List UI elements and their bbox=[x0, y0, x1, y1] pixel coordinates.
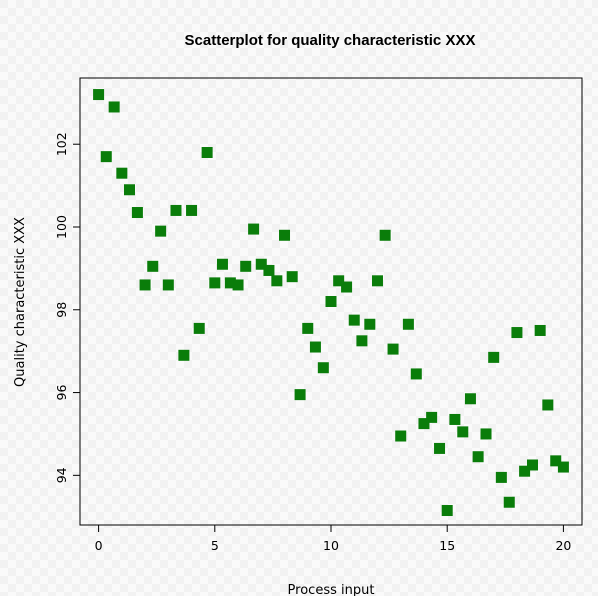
x-axis: 0 5 10 15 20 bbox=[95, 525, 571, 553]
data-point bbox=[488, 351, 500, 363]
data-point bbox=[224, 277, 236, 289]
data-point bbox=[371, 275, 383, 287]
data-point bbox=[387, 343, 399, 355]
x-tick-label: 15 bbox=[439, 538, 455, 553]
data-point bbox=[178, 349, 190, 361]
data-point bbox=[294, 389, 306, 401]
data-point bbox=[286, 271, 298, 283]
data-point bbox=[379, 229, 391, 241]
data-point bbox=[395, 430, 407, 442]
data-point bbox=[495, 471, 507, 483]
x-tick-label: 20 bbox=[555, 538, 571, 553]
data-point bbox=[155, 225, 167, 237]
data-point bbox=[557, 461, 569, 473]
data-point bbox=[263, 264, 275, 276]
data-point bbox=[93, 89, 105, 101]
data-point bbox=[124, 184, 136, 196]
data-point bbox=[255, 258, 267, 270]
y-tick-label: 94 bbox=[54, 467, 69, 483]
data-point bbox=[108, 101, 120, 113]
data-point bbox=[302, 322, 314, 334]
y-tick-label: 98 bbox=[54, 302, 69, 318]
data-point bbox=[248, 223, 260, 235]
data-point bbox=[240, 260, 252, 272]
data-points bbox=[93, 89, 569, 517]
y-axis-label: Quality characteristic XXX bbox=[13, 217, 28, 387]
x-axis-label: Process input bbox=[288, 583, 375, 596]
data-point bbox=[193, 322, 205, 334]
data-point bbox=[402, 318, 414, 330]
y-tick-label: 96 bbox=[54, 385, 69, 401]
data-point bbox=[317, 362, 329, 374]
data-point bbox=[449, 413, 461, 425]
data-point bbox=[232, 279, 244, 291]
x-tick-label: 0 bbox=[95, 538, 103, 553]
data-point bbox=[348, 314, 360, 326]
data-point bbox=[279, 229, 291, 241]
data-point bbox=[139, 279, 151, 291]
data-point bbox=[550, 455, 562, 467]
data-point bbox=[309, 341, 321, 353]
y-tick-label: 100 bbox=[54, 215, 69, 239]
data-point bbox=[480, 428, 492, 440]
data-point bbox=[441, 505, 453, 517]
data-point bbox=[534, 324, 546, 336]
data-point bbox=[542, 399, 554, 411]
data-point bbox=[216, 258, 228, 270]
data-point bbox=[271, 275, 283, 287]
data-point bbox=[341, 281, 353, 293]
data-point bbox=[333, 275, 345, 287]
data-point bbox=[147, 260, 159, 272]
data-point bbox=[519, 465, 531, 477]
data-point bbox=[457, 426, 469, 438]
chart-title: Scatterplot for quality characteristic X… bbox=[185, 32, 476, 49]
data-point bbox=[364, 318, 376, 330]
data-point bbox=[503, 496, 515, 508]
data-point bbox=[116, 167, 128, 179]
x-tick-label: 5 bbox=[211, 538, 219, 553]
data-point bbox=[100, 151, 112, 163]
data-point bbox=[418, 418, 430, 430]
data-point bbox=[325, 296, 337, 307]
data-point bbox=[186, 204, 198, 216]
y-tick-label: 102 bbox=[54, 132, 69, 156]
data-point bbox=[162, 279, 174, 291]
y-axis: 94 96 98 100 102 bbox=[54, 132, 80, 483]
data-point bbox=[209, 277, 221, 289]
data-point bbox=[356, 335, 368, 347]
x-tick-label: 10 bbox=[323, 538, 339, 553]
data-point bbox=[131, 207, 143, 219]
data-point bbox=[472, 451, 484, 463]
data-point bbox=[464, 393, 476, 405]
data-point bbox=[410, 368, 422, 380]
data-point bbox=[511, 327, 523, 339]
data-point bbox=[526, 459, 538, 471]
data-point bbox=[170, 204, 182, 216]
data-point bbox=[201, 147, 213, 158]
data-point bbox=[434, 442, 446, 454]
data-point bbox=[426, 411, 438, 423]
